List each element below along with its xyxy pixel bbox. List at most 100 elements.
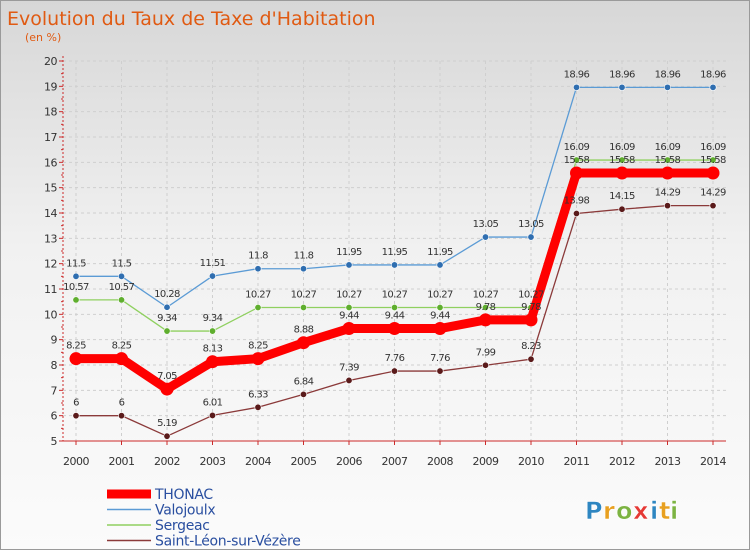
x-tick-label: 2011 — [564, 455, 590, 468]
legend-label: Valojoulx — [155, 503, 215, 519]
x-tick-label: 2001 — [109, 455, 135, 468]
x-tick-label: 2007 — [382, 455, 408, 468]
data-point-sergeac — [72, 296, 80, 304]
y-tick-label: 13 — [44, 232, 57, 245]
x-tick-label: 2005 — [291, 455, 317, 468]
data-point-thonac — [115, 352, 128, 366]
data-point-sergeac — [390, 303, 398, 311]
data-point-valojoulx — [709, 83, 717, 91]
y-tick-label: 20 — [44, 55, 57, 68]
data-label-thonac: 7.05 — [157, 371, 177, 382]
data-point-thonac — [297, 336, 310, 350]
data-label-sergeac: 10.57 — [109, 282, 135, 293]
data-point-sergeac — [436, 303, 444, 311]
data-point-saint-leon-sur-vezere — [709, 202, 717, 210]
data-label-thonac: 8.25 — [248, 341, 268, 352]
data-label-thonac: 8.88 — [294, 325, 314, 336]
data-point-saint-leon-sur-vezere — [345, 376, 353, 384]
data-labels: 11.5 11.5 10.28 11.51 11.8 11.8 11.95 11.95 11.9… — [63, 69, 726, 429]
x-tick-label: 2010 — [518, 455, 544, 468]
data-label-valojoulx: 11.95 — [336, 247, 362, 258]
data-point-valojoulx — [163, 303, 171, 311]
data-point-saint-leon-sur-vezere — [254, 403, 262, 411]
data-point-valojoulx — [118, 272, 126, 280]
y-tick-label: 18 — [44, 106, 57, 119]
data-point-sergeac — [209, 327, 217, 335]
data-point-sergeac — [663, 156, 671, 164]
data-point-valojoulx — [209, 272, 217, 280]
data-label-saint-leon-sur-vezere: 6.84 — [294, 376, 314, 387]
data-label-sergeac: 16.09 — [655, 142, 681, 153]
data-label-valojoulx: 11.95 — [427, 247, 453, 258]
data-point-thonac — [570, 166, 583, 180]
data-label-valojoulx: 11.95 — [382, 247, 408, 258]
data-point-saint-leon-sur-vezere — [527, 355, 535, 363]
logo-letter: x — [633, 497, 649, 525]
data-point-saint-leon-sur-vezere — [390, 367, 398, 375]
data-point-sergeac — [163, 327, 171, 335]
data-label-thonac: 15.58 — [700, 155, 726, 166]
data-label-valojoulx: 11.8 — [248, 251, 268, 262]
data-point-sergeac — [299, 303, 307, 311]
data-label-valojoulx: 18.96 — [700, 69, 726, 80]
x-tick-label: 2006 — [336, 455, 362, 468]
legend-label: THONAC — [154, 487, 213, 503]
data-point-sergeac — [618, 156, 626, 164]
data-point-sergeac — [254, 303, 262, 311]
data-point-valojoulx — [254, 265, 262, 273]
x-tick-label: 2002 — [154, 455, 180, 468]
data-label-saint-leon-sur-vezere: 14.29 — [655, 188, 681, 199]
legend: THONACValojoulxSergeacSaint-Léon-sur-Véz… — [107, 487, 301, 549]
data-point-valojoulx — [481, 233, 489, 241]
data-point-thonac — [615, 166, 629, 180]
data-label-saint-leon-sur-vezere: 14.29 — [700, 188, 726, 199]
data-label-thonac: 9.78 — [521, 302, 541, 313]
data-point-sergeac — [709, 156, 717, 164]
x-tick-label: 2014 — [700, 455, 726, 468]
data-label-saint-leon-sur-vezere: 7.39 — [339, 362, 359, 373]
data-label-valojoulx: 18.96 — [564, 69, 590, 80]
data-point-saint-leon-sur-vezere — [572, 210, 580, 218]
data-label-thonac: 15.58 — [655, 155, 681, 166]
legend-label: Saint-Léon-sur-Vézère — [155, 534, 301, 550]
data-label-saint-leon-sur-vezere: 7.76 — [385, 353, 405, 364]
data-label-thonac: 15.58 — [564, 155, 590, 166]
data-point-saint-leon-sur-vezere — [299, 390, 307, 398]
data-label-saint-leon-sur-vezere: 5.19 — [157, 418, 177, 429]
data-point-thonac — [388, 322, 401, 336]
y-tick-label: 10 — [44, 308, 57, 321]
data-point-thonac — [342, 322, 356, 336]
data-label-sergeac: 10.57 — [63, 282, 89, 293]
data-label-valojoulx: 11.5 — [112, 258, 132, 269]
data-point-sergeac — [572, 156, 580, 164]
data-label-valojoulx: 11.8 — [294, 251, 314, 262]
data-point-thonac — [524, 313, 538, 327]
data-point-thonac — [661, 166, 674, 180]
data-label-sergeac: 10.27 — [336, 289, 362, 300]
data-label-sergeac: 10.27 — [382, 289, 408, 300]
data-point-valojoulx — [390, 261, 398, 269]
x-tick-label: 2004 — [245, 455, 271, 468]
x-tick-label: 2003 — [200, 455, 226, 468]
x-tick-label: 2009 — [473, 455, 499, 468]
logo-letter: o — [616, 497, 633, 525]
data-point-valojoulx — [436, 261, 444, 269]
data-label-sergeac: 10.27 — [291, 289, 317, 300]
data-label-valojoulx: 18.96 — [655, 69, 681, 80]
data-point-saint-leon-sur-vezere — [209, 411, 217, 419]
y-tick-label: 16 — [44, 156, 57, 169]
data-point-thonac — [706, 166, 720, 180]
data-point-saint-leon-sur-vezere — [663, 202, 671, 210]
axes: 5 6 7 8 9 10 11 12 13 14 15 16 17 18 19 20 2000 2001 2002 2… — [44, 55, 727, 468]
data-label-valojoulx: 10.28 — [154, 289, 180, 300]
data-label-thonac: 8.13 — [203, 344, 223, 355]
data-label-sergeac: 9.34 — [157, 313, 177, 324]
data-point-thonac — [69, 352, 83, 366]
data-label-sergeac: 16.09 — [609, 142, 635, 153]
x-tick-label: 2013 — [655, 455, 681, 468]
data-point-valojoulx — [527, 233, 535, 241]
y-tick-label: 17 — [44, 131, 57, 144]
data-label-valojoulx: 11.5 — [66, 258, 86, 269]
logo-letter: i — [670, 497, 678, 525]
